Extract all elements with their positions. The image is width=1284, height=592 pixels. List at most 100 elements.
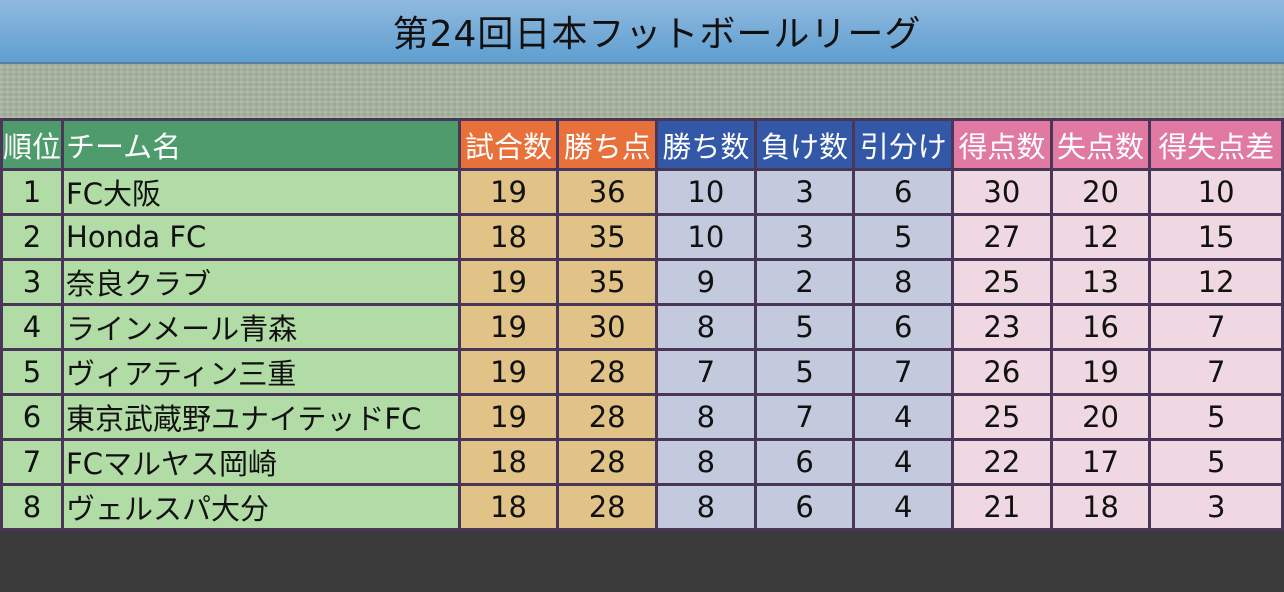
cell-goals-against: 16 bbox=[1049, 303, 1152, 351]
cell-team: Honda FC bbox=[61, 213, 461, 261]
table-row: 6 東京武蔵野ユナイテッドFC 19 28 8 7 4 25 20 5 bbox=[0, 393, 1284, 441]
table-row: 4 ラインメール青森 19 30 8 5 6 23 16 7 bbox=[0, 303, 1284, 351]
cell-goals-against: 12 bbox=[1049, 213, 1152, 261]
cell-goals-for: 21 bbox=[951, 483, 1053, 531]
cell-goals-against: 13 bbox=[1049, 258, 1152, 306]
cell-rank: 2 bbox=[0, 213, 65, 261]
cell-played: 19 bbox=[457, 348, 560, 396]
cell-rank: 6 bbox=[0, 393, 65, 441]
cell-goal-diff: 15 bbox=[1148, 213, 1284, 261]
cell-rank: 5 bbox=[0, 348, 65, 396]
cell-goal-diff: 5 bbox=[1148, 393, 1284, 441]
table-row: 2 Honda FC 18 35 10 3 5 27 12 15 bbox=[0, 213, 1284, 261]
cell-rank: 1 bbox=[0, 168, 65, 216]
cell-goals-for: 27 bbox=[951, 213, 1053, 261]
cell-team: FC大阪 bbox=[61, 168, 461, 216]
cell-team: ヴィアティン三重 bbox=[61, 348, 461, 396]
cell-played: 18 bbox=[457, 213, 560, 261]
cell-wins: 7 bbox=[655, 348, 757, 396]
cell-goals-for: 26 bbox=[951, 348, 1053, 396]
cell-goals-for: 25 bbox=[951, 393, 1053, 441]
table-row: 7 FCマルヤス岡崎 18 28 8 6 4 22 17 5 bbox=[0, 438, 1284, 486]
cell-goals-for: 22 bbox=[951, 438, 1053, 486]
header-played: 試合数 bbox=[457, 118, 560, 171]
cell-losses: 5 bbox=[753, 348, 856, 396]
table-row: 3 奈良クラブ 19 35 9 2 8 25 13 12 bbox=[0, 258, 1284, 306]
cell-points: 28 bbox=[556, 438, 659, 486]
cell-points: 28 bbox=[556, 393, 659, 441]
header-goal-diff: 得失点差 bbox=[1148, 118, 1284, 171]
cell-rank: 8 bbox=[0, 483, 65, 531]
cell-losses: 5 bbox=[753, 303, 856, 351]
table-row: 1 FC大阪 19 36 10 3 6 30 20 10 bbox=[0, 168, 1284, 216]
cell-goals-for: 23 bbox=[951, 303, 1053, 351]
cell-points: 36 bbox=[556, 168, 659, 216]
cell-rank: 7 bbox=[0, 438, 65, 486]
pitch-background bbox=[0, 64, 1284, 118]
cell-draws: 6 bbox=[852, 303, 955, 351]
cell-played: 19 bbox=[457, 393, 560, 441]
cell-wins: 10 bbox=[655, 168, 757, 216]
cell-points: 30 bbox=[556, 303, 659, 351]
header-goals-against: 失点数 bbox=[1049, 118, 1152, 171]
cell-team: 東京武蔵野ユナイテッドFC bbox=[61, 393, 461, 441]
header-points: 勝ち点 bbox=[556, 118, 659, 171]
cell-goals-against: 19 bbox=[1049, 348, 1152, 396]
header-wins: 勝ち数 bbox=[655, 118, 757, 171]
header-team: チーム名 bbox=[61, 118, 461, 171]
cell-wins: 8 bbox=[655, 393, 757, 441]
cell-draws: 7 bbox=[852, 348, 955, 396]
cell-wins: 10 bbox=[655, 213, 757, 261]
cell-goal-diff: 7 bbox=[1148, 303, 1284, 351]
table-row: 8 ヴェルスパ大分 18 28 8 6 4 21 18 3 bbox=[0, 483, 1284, 531]
cell-wins: 8 bbox=[655, 303, 757, 351]
standings-table: 順位 チーム名 試合数 勝ち点 勝ち数 負け数 引分け 得点数 失点数 得失点差… bbox=[0, 118, 1284, 531]
cell-goal-diff: 10 bbox=[1148, 168, 1284, 216]
cell-goals-against: 18 bbox=[1049, 483, 1152, 531]
table-row: 5 ヴィアティン三重 19 28 7 5 7 26 19 7 bbox=[0, 348, 1284, 396]
cell-team: FCマルヤス岡崎 bbox=[61, 438, 461, 486]
cell-played: 18 bbox=[457, 483, 560, 531]
cell-goals-against: 17 bbox=[1049, 438, 1152, 486]
cell-points: 28 bbox=[556, 348, 659, 396]
cell-goals-for: 30 bbox=[951, 168, 1053, 216]
cell-goal-diff: 12 bbox=[1148, 258, 1284, 306]
cell-losses: 3 bbox=[753, 168, 856, 216]
cell-team: ヴェルスパ大分 bbox=[61, 483, 461, 531]
cell-losses: 2 bbox=[753, 258, 856, 306]
cell-played: 19 bbox=[457, 258, 560, 306]
cell-draws: 4 bbox=[852, 438, 955, 486]
cell-losses: 3 bbox=[753, 213, 856, 261]
cell-wins: 8 bbox=[655, 483, 757, 531]
cell-losses: 6 bbox=[753, 438, 856, 486]
cell-losses: 6 bbox=[753, 483, 856, 531]
cell-rank: 4 bbox=[0, 303, 65, 351]
cell-goals-for: 25 bbox=[951, 258, 1053, 306]
cell-goals-against: 20 bbox=[1049, 393, 1152, 441]
standings-body: 1 FC大阪 19 36 10 3 6 30 20 10 2 Honda FC 18 35 10 3 5 27 12… bbox=[0, 168, 1284, 531]
cell-draws: 8 bbox=[852, 258, 955, 306]
cell-goal-diff: 3 bbox=[1148, 483, 1284, 531]
cell-goal-diff: 7 bbox=[1148, 348, 1284, 396]
header-rank: 順位 bbox=[0, 118, 65, 171]
title-bar: 第24回日本フットボールリーグ bbox=[0, 0, 1284, 64]
cell-draws: 4 bbox=[852, 393, 955, 441]
header-goals-for: 得点数 bbox=[951, 118, 1053, 171]
cell-losses: 7 bbox=[753, 393, 856, 441]
cell-goals-against: 20 bbox=[1049, 168, 1152, 216]
cell-points: 28 bbox=[556, 483, 659, 531]
cell-draws: 4 bbox=[852, 483, 955, 531]
cell-wins: 9 bbox=[655, 258, 757, 306]
cell-points: 35 bbox=[556, 258, 659, 306]
cell-played: 18 bbox=[457, 438, 560, 486]
cell-rank: 3 bbox=[0, 258, 65, 306]
cell-played: 19 bbox=[457, 303, 560, 351]
bottom-strip bbox=[0, 578, 1284, 592]
cell-team: 奈良クラブ bbox=[61, 258, 461, 306]
cell-points: 35 bbox=[556, 213, 659, 261]
cell-team: ラインメール青森 bbox=[61, 303, 461, 351]
cell-draws: 6 bbox=[852, 168, 955, 216]
cell-draws: 5 bbox=[852, 213, 955, 261]
cell-wins: 8 bbox=[655, 438, 757, 486]
cell-played: 19 bbox=[457, 168, 560, 216]
